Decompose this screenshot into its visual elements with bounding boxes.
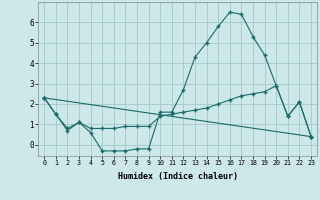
X-axis label: Humidex (Indice chaleur): Humidex (Indice chaleur) [118,172,238,181]
